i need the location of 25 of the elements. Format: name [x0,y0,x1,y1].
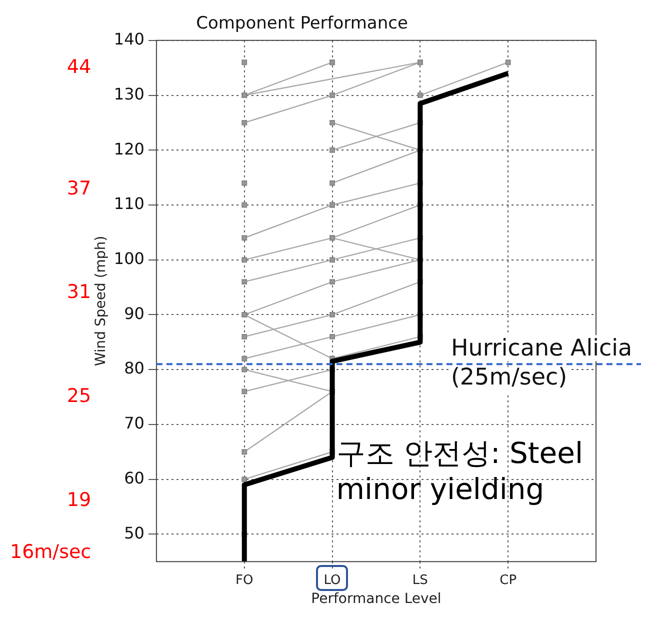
y-axis-title: Wind Speed (mph) [93,236,110,366]
chart-title: Component Performance [196,14,408,34]
x-tick-label: LS [412,572,428,588]
x-tick-label: CP [500,572,517,588]
y-tick-label: 130 [114,84,144,104]
x-tick-label: LO [324,572,341,588]
y2-tick-label: 31 [66,281,92,304]
y-tick-label: 90 [124,304,144,323]
y2-tick-label: 37 [66,177,92,200]
y2-tick-label: 25 [66,385,92,408]
x-axis-title: Performance Level [311,591,442,608]
y2-tick-label: 44 [66,56,92,78]
y2-tick-label: 19 [66,488,92,511]
ref-line-label: Hurricane Alicia (25m/sec) [450,336,632,391]
annotation: 구조 안전성: Steel minor yielding [336,436,584,506]
y-tick-label: 80 [124,358,144,378]
y-tick-label: 140 [114,30,144,49]
x-tick-label: FO [236,572,254,588]
y2-tick-label: 16m/sec [10,540,92,563]
y-tick-label: 110 [114,194,144,214]
y-tick-label: 100 [114,249,144,268]
y-tick-label: 50 [124,523,144,542]
y-tick-label: 60 [124,468,144,488]
y-tick-label: 120 [114,139,144,158]
y-tick-label: 70 [124,414,144,433]
